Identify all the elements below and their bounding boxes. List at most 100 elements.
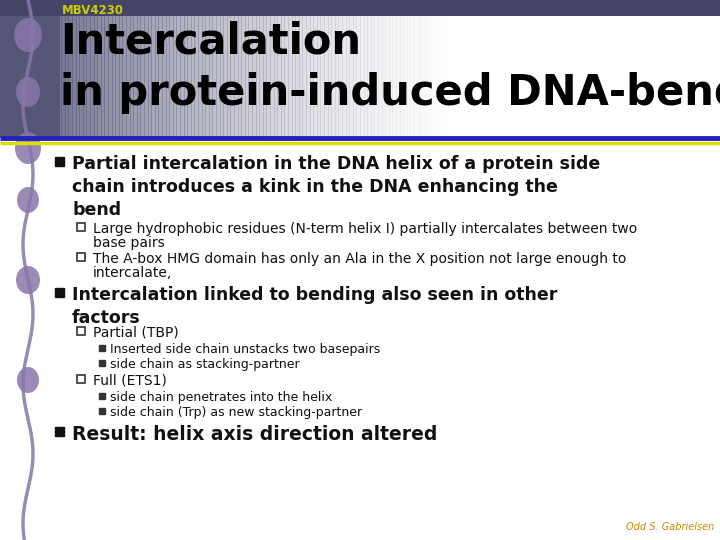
Bar xyxy=(511,0,516,138)
Bar xyxy=(371,0,375,138)
Bar xyxy=(590,0,595,138)
Bar xyxy=(180,0,184,138)
Bar xyxy=(338,0,343,138)
Bar xyxy=(418,0,422,138)
Text: side chain (Trp) as new stacking-partner: side chain (Trp) as new stacking-partner xyxy=(110,406,362,419)
Bar xyxy=(572,0,577,138)
Bar xyxy=(446,0,451,138)
Text: Partial (TBP): Partial (TBP) xyxy=(93,326,179,340)
Bar xyxy=(684,0,688,138)
Bar xyxy=(342,0,346,138)
Bar xyxy=(529,0,534,138)
Bar xyxy=(79,0,84,138)
Bar xyxy=(227,0,231,138)
Bar xyxy=(580,0,584,138)
Bar xyxy=(25,0,30,138)
Bar xyxy=(605,0,609,138)
Bar xyxy=(353,0,357,138)
Bar xyxy=(407,0,411,138)
Bar xyxy=(277,0,282,138)
Bar xyxy=(569,0,573,138)
Bar xyxy=(698,0,703,138)
Bar xyxy=(526,0,530,138)
Text: Intercalation linked to bending also seen in other
factors: Intercalation linked to bending also see… xyxy=(72,286,557,327)
Bar xyxy=(634,0,638,138)
Bar xyxy=(367,0,372,138)
Bar xyxy=(248,0,253,138)
Ellipse shape xyxy=(17,367,39,393)
Ellipse shape xyxy=(15,132,41,164)
Bar xyxy=(47,0,51,138)
Bar xyxy=(356,0,361,138)
Bar xyxy=(716,0,720,138)
Bar xyxy=(104,0,109,138)
Bar xyxy=(126,0,130,138)
Bar xyxy=(389,0,393,138)
Bar xyxy=(587,0,591,138)
Bar xyxy=(270,0,274,138)
Bar xyxy=(220,0,224,138)
Bar xyxy=(360,0,364,138)
Bar xyxy=(536,0,541,138)
Bar xyxy=(234,0,238,138)
Bar xyxy=(284,0,289,138)
Bar xyxy=(551,0,555,138)
Bar xyxy=(598,0,602,138)
Bar xyxy=(335,0,339,138)
Bar xyxy=(148,0,152,138)
Bar xyxy=(158,0,163,138)
Bar xyxy=(97,0,102,138)
Ellipse shape xyxy=(16,266,40,294)
Bar xyxy=(666,0,670,138)
Bar xyxy=(378,0,382,138)
Bar xyxy=(443,0,447,138)
Bar xyxy=(436,0,440,138)
Bar xyxy=(119,0,123,138)
Bar xyxy=(428,0,433,138)
Text: Odd S. Gabrielsen: Odd S. Gabrielsen xyxy=(626,522,714,532)
Bar xyxy=(626,0,631,138)
Bar xyxy=(518,0,523,138)
Bar xyxy=(32,0,37,138)
Bar xyxy=(194,0,199,138)
Bar xyxy=(709,0,714,138)
Bar xyxy=(616,0,620,138)
Bar xyxy=(349,0,354,138)
Bar xyxy=(77,375,85,383)
Bar xyxy=(583,0,588,138)
Bar xyxy=(497,0,501,138)
Bar xyxy=(608,0,613,138)
Bar xyxy=(65,0,69,138)
Bar xyxy=(623,0,627,138)
Bar xyxy=(508,0,512,138)
Bar xyxy=(677,0,681,138)
Bar xyxy=(702,0,706,138)
Bar xyxy=(205,0,210,138)
Bar xyxy=(364,0,368,138)
Bar xyxy=(425,0,429,138)
Bar xyxy=(166,0,170,138)
Bar xyxy=(212,0,217,138)
Bar xyxy=(713,0,717,138)
Bar xyxy=(644,0,649,138)
Bar xyxy=(562,0,566,138)
Bar xyxy=(475,0,480,138)
Bar xyxy=(421,0,426,138)
Bar xyxy=(112,0,116,138)
Bar xyxy=(266,0,271,138)
Bar xyxy=(331,0,336,138)
Bar xyxy=(14,0,19,138)
Bar xyxy=(461,0,465,138)
Bar xyxy=(281,0,285,138)
Bar xyxy=(77,253,85,261)
Text: Result: helix axis direction altered: Result: helix axis direction altered xyxy=(72,425,437,444)
Bar xyxy=(403,0,408,138)
Bar xyxy=(695,0,699,138)
Bar xyxy=(346,0,350,138)
Bar xyxy=(209,0,213,138)
Bar xyxy=(576,0,580,138)
Bar xyxy=(493,0,498,138)
Bar xyxy=(99,345,105,351)
Bar xyxy=(310,0,314,138)
Bar xyxy=(565,0,570,138)
